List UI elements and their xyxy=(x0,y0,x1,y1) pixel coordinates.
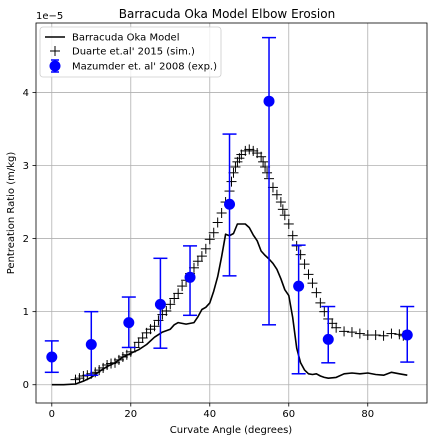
legend-plus-swatch xyxy=(50,46,60,56)
y-tick-label: 0 xyxy=(23,380,29,391)
duarte-point xyxy=(212,217,223,228)
duarte-point xyxy=(102,360,113,370)
mazumder-point xyxy=(121,296,136,349)
mazumder-point xyxy=(153,257,168,349)
duarte-point xyxy=(339,326,350,337)
duarte-point xyxy=(94,365,105,376)
legend-errorbar-swatch xyxy=(49,59,61,73)
duarte-point xyxy=(117,351,128,362)
duarte-point xyxy=(258,156,269,167)
legend-box xyxy=(39,26,222,78)
duarte-point xyxy=(331,322,342,333)
duarte-point xyxy=(165,299,176,310)
y-tick-label: 3 xyxy=(23,161,29,172)
duarte-point xyxy=(256,151,267,162)
y-tick-label: 4 xyxy=(23,88,29,99)
mazumder-point xyxy=(291,244,306,375)
duarte-point xyxy=(208,227,219,238)
duarte-point xyxy=(378,330,389,341)
duarte-point xyxy=(354,328,365,339)
mazumder-point xyxy=(321,305,336,364)
duarte-point xyxy=(177,281,188,292)
duarte-point xyxy=(192,256,203,267)
x-axis-label: Curvate Angle (degrees) xyxy=(170,425,293,436)
plot-area xyxy=(44,36,415,386)
duarte-point xyxy=(149,321,160,332)
x-tick-label: 60 xyxy=(282,409,295,420)
x-tick-label: 0 xyxy=(49,409,55,420)
duarte-point xyxy=(153,315,164,326)
duarte-point xyxy=(204,234,215,245)
x-tick-label: 40 xyxy=(203,409,216,420)
duarte-point xyxy=(216,208,227,218)
duarte-point xyxy=(196,251,207,262)
duarte-point xyxy=(299,259,310,270)
duarte-point xyxy=(287,230,298,241)
legend: Barracuda Oka Model Duarte et.al' 2015 (… xyxy=(39,26,222,78)
duarte-point xyxy=(173,288,184,299)
duarte-point xyxy=(169,293,180,304)
grid xyxy=(36,23,427,403)
duarte-point xyxy=(307,278,318,289)
duarte-point xyxy=(161,305,172,316)
chart-title: Barracuda Oka Model Elbow Erosion xyxy=(119,7,335,21)
legend-label-mazumder: Mazumder et. al' 2008 (exp.) xyxy=(72,62,217,73)
duarte-point xyxy=(283,218,294,229)
x-tick-label: 20 xyxy=(124,409,137,420)
mazumder-point xyxy=(44,340,59,374)
mazumder-point xyxy=(262,36,277,326)
mazumder-point xyxy=(183,245,198,317)
duarte-point xyxy=(200,243,211,254)
duarte-point xyxy=(275,197,286,208)
duarte-point xyxy=(295,249,306,260)
duarte-point xyxy=(70,374,81,385)
duarte-point xyxy=(271,189,282,200)
duarte-point xyxy=(125,346,136,357)
duarte-point xyxy=(386,328,397,339)
y-tick-label: 1 xyxy=(23,307,29,318)
duarte-point xyxy=(262,167,273,178)
duarte-point xyxy=(248,145,259,156)
duarte-point xyxy=(315,297,326,308)
duarte-point xyxy=(106,358,117,369)
y-offset-text: 1e−5 xyxy=(36,11,63,22)
duarte-point xyxy=(277,204,288,215)
y-axis: 0 1 2 3 4 xyxy=(23,88,36,391)
series-model-line xyxy=(51,223,408,386)
x-tick-label: 80 xyxy=(361,409,374,420)
y-axis-label: Pentreation Ratio (m/kg) xyxy=(6,152,17,275)
duarte-point xyxy=(230,161,241,172)
y-tick-label: 2 xyxy=(23,234,29,245)
duarte-point xyxy=(137,332,148,343)
duarte-point xyxy=(133,337,144,348)
mazumder-point xyxy=(222,133,237,277)
mazumder-point xyxy=(400,305,415,363)
legend-label-duarte: Duarte et.al' 2015 (sim.) xyxy=(72,47,195,58)
duarte-point xyxy=(311,287,322,298)
duarte-point xyxy=(303,269,314,280)
x-axis: 0 20 40 60 80 xyxy=(49,403,374,420)
mazumder-point xyxy=(84,310,99,376)
duarte-point xyxy=(279,210,290,221)
legend-label-model: Barracuda Oka Model xyxy=(72,33,179,44)
duarte-point xyxy=(226,176,237,187)
duarte-point xyxy=(74,373,85,384)
duarte-point xyxy=(244,144,255,155)
axes-frame xyxy=(35,22,428,404)
duarte-point xyxy=(370,330,381,341)
duarte-point xyxy=(346,327,357,338)
